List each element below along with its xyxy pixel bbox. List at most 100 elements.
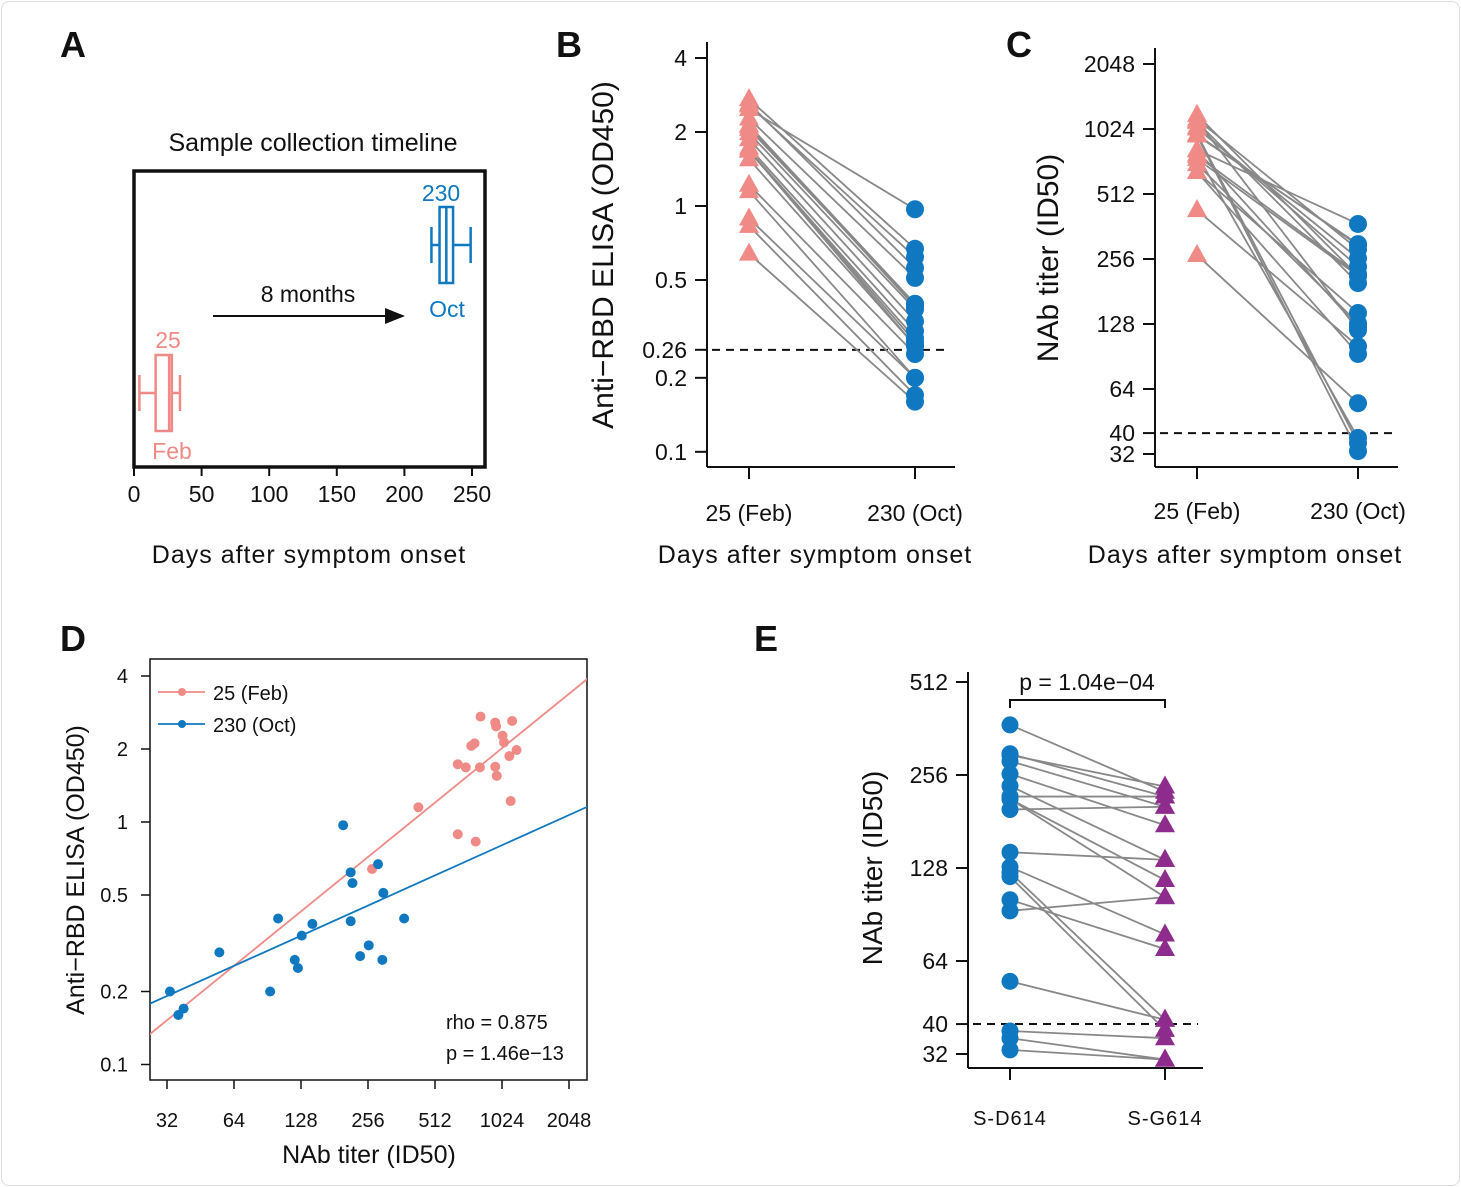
- panel-letter-e: E: [754, 618, 778, 659]
- feb-point: [739, 148, 759, 167]
- panel-d-xlabel: NAb titer (ID50): [282, 1141, 456, 1169]
- pair-line: [1196, 126, 1359, 268]
- feb-median-label: 25: [155, 327, 181, 353]
- feb-point: [1187, 109, 1207, 128]
- y-tick-label: 0.2: [100, 982, 128, 1004]
- oct-point: [377, 954, 388, 965]
- legend-marker-oct: [178, 720, 186, 728]
- g614-point: [1155, 848, 1175, 867]
- oct-point: [399, 913, 410, 924]
- y-tick-label: 2: [674, 119, 687, 145]
- oct-point: [347, 878, 358, 889]
- g614-point: [1155, 795, 1175, 814]
- y-tick-label: 512: [1097, 181, 1135, 207]
- y-tick-label: 1: [674, 193, 687, 219]
- oct-point: [363, 940, 374, 951]
- oct-point: [906, 392, 924, 411]
- x-tick-label: 64: [223, 1110, 245, 1132]
- feb-point: [452, 759, 463, 770]
- pair-line: [1196, 171, 1359, 314]
- pair-line: [1196, 149, 1359, 225]
- panel-a-timeline: Sample collection timeline Days after sy…: [128, 129, 492, 569]
- panel-b-elisa: Anti−RBD ELISA (OD450) Days after sympto…: [587, 42, 972, 569]
- y-tick-label: 40: [922, 1011, 948, 1037]
- oct-point: [1349, 214, 1367, 233]
- significance-bracket: [1009, 699, 1166, 708]
- y-tick-label: 2048: [1084, 51, 1135, 77]
- y-tick-label: 64: [922, 948, 948, 974]
- oct-fit-line: [150, 805, 587, 1005]
- pair-line: [748, 117, 916, 279]
- pair-line: [748, 146, 916, 332]
- d614-point: [1001, 902, 1019, 920]
- x-tick-label: 2048: [547, 1110, 592, 1132]
- d614-point: [1001, 1041, 1019, 1059]
- feb-point: [460, 762, 471, 773]
- legend-label-feb: 25 (Feb): [213, 683, 289, 705]
- pair-line: [748, 128, 916, 305]
- pair-line: [1009, 773, 1166, 827]
- x-tick-label: 100: [250, 481, 288, 507]
- panel-b-xlabel: Days after symptom onset: [658, 541, 972, 569]
- y-tick-label: 512: [910, 669, 948, 695]
- x-tick-label: 128: [284, 1110, 317, 1132]
- oct-point: [273, 913, 284, 924]
- pair-line: [1196, 149, 1359, 328]
- x-tick-label: 512: [418, 1110, 451, 1132]
- panel-e-variant: NAb titer (ID50) p = 1.04e−04 512 256 128 6…: [857, 669, 1203, 1130]
- p-annotation: p = 1.46e−13: [446, 1043, 564, 1065]
- legend-marker-feb: [178, 688, 186, 696]
- oct-point: [178, 1003, 189, 1014]
- g614-point: [1155, 1048, 1175, 1067]
- panel-c-xlabel: Days after symptom onset: [1088, 541, 1402, 569]
- y-tick-label: 256: [910, 762, 948, 788]
- feb-point: [475, 711, 486, 722]
- rho-annotation: rho = 0.875: [446, 1012, 548, 1034]
- pair-line: [748, 138, 916, 322]
- x-tick-label: 50: [189, 481, 215, 507]
- feb-point: [739, 180, 759, 199]
- x-tick-label: 25 (Feb): [706, 500, 793, 526]
- x-tick-label: 230 (Oct): [1310, 498, 1406, 524]
- panel-letter-a: A: [60, 24, 86, 65]
- oct-median-label: 230: [422, 180, 460, 206]
- panel-b-ylabel: Anti−RBD ELISA (OD450): [587, 81, 620, 429]
- pair-line: [748, 252, 916, 403]
- x-tick-label: 230 (Oct): [867, 500, 963, 526]
- oct-point: [1349, 344, 1367, 363]
- y-tick-label: 4: [674, 45, 687, 71]
- pair-line: [1009, 798, 1166, 898]
- panel-a-title: Sample collection timeline: [168, 129, 457, 157]
- feb-point: [1187, 160, 1207, 179]
- pair-line: [1196, 114, 1359, 277]
- arrow-label: 8 months: [261, 281, 356, 307]
- x-tick-label: 32: [156, 1110, 178, 1132]
- feb-point: [505, 796, 516, 807]
- pair-line: [748, 184, 916, 355]
- feb-point: [1187, 244, 1207, 263]
- feb-point: [470, 836, 481, 847]
- oct-point: [214, 947, 225, 958]
- feb-point: [491, 721, 502, 732]
- x-tick-label: 0: [128, 481, 141, 507]
- panel-letter-d: D: [60, 618, 86, 659]
- oct-point: [338, 820, 349, 831]
- pair-line: [1009, 871, 1166, 1021]
- legend-label-oct: 230 (Oct): [213, 715, 296, 737]
- g614-point: [1155, 869, 1175, 888]
- y-tick-label: 0.26: [642, 337, 687, 363]
- pair-line: [1009, 980, 1166, 1021]
- panel-letter-b: B: [556, 24, 582, 65]
- pair-line: [748, 225, 916, 396]
- x-tick-label: 25 (Feb): [1154, 498, 1241, 524]
- oct-point: [345, 867, 356, 878]
- feb-point: [511, 745, 522, 756]
- y-tick-label: 1024: [1084, 116, 1135, 142]
- feb-point: [1187, 123, 1207, 142]
- y-tick-label: 256: [1097, 246, 1135, 272]
- pair-line: [1009, 798, 1166, 881]
- x-tick-label: S-G614: [1128, 1108, 1203, 1130]
- pair-line: [748, 190, 916, 379]
- pair-line: [1009, 896, 1166, 912]
